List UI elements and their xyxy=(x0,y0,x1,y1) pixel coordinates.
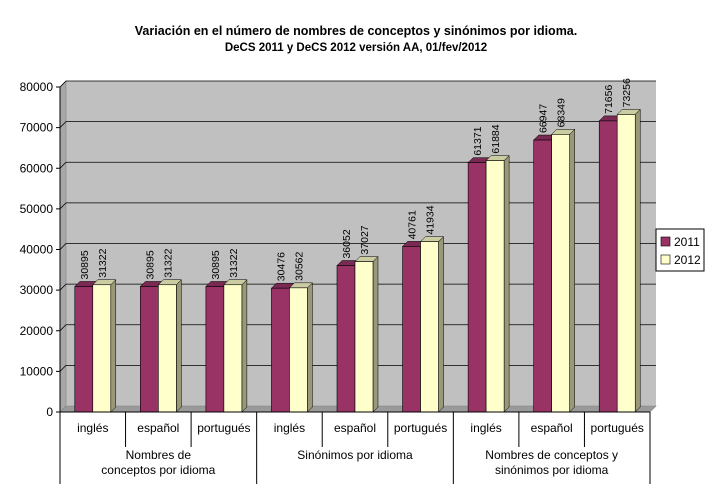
data-label: 40761 xyxy=(407,210,419,239)
bar-side xyxy=(307,282,313,413)
chart-subtitle: DeCS 2011 y DeCS 2012 versión AA, 01/fev… xyxy=(225,42,487,54)
bar-2011 xyxy=(74,286,94,413)
legend-swatch-2011 xyxy=(660,236,671,247)
bar-side xyxy=(569,128,575,413)
y-gridline xyxy=(59,364,656,372)
bar-2012 xyxy=(551,134,570,413)
x-tick-label: español xyxy=(334,421,376,435)
data-label: 66947 xyxy=(538,104,550,133)
data-label: 30476 xyxy=(275,252,287,281)
data-label: 68349 xyxy=(556,98,568,127)
group-label: Sinónimos por idioma xyxy=(297,448,413,462)
x-tick-label: español xyxy=(137,421,179,435)
bar-2012 xyxy=(354,261,374,413)
bar-2012 xyxy=(485,160,505,413)
legend-label: 2011 xyxy=(674,235,700,249)
group-label: Nombres de xyxy=(126,448,192,462)
data-label: 71656 xyxy=(603,85,615,114)
x-tick-label: portugués xyxy=(591,421,644,435)
bar-2011 xyxy=(402,246,421,413)
bar-side xyxy=(438,236,444,413)
bar-2011 xyxy=(271,287,290,413)
data-label: 30895 xyxy=(144,250,156,279)
data-label: 30895 xyxy=(79,250,91,279)
bar-2012 xyxy=(92,284,112,413)
y-tick-label: 70000 xyxy=(20,121,54,135)
data-label: 41934 xyxy=(425,205,437,234)
bar-2011 xyxy=(336,265,356,413)
legend-swatch-2012 xyxy=(660,254,671,265)
x-tick-label: inglés xyxy=(274,421,305,435)
data-label: 36052 xyxy=(341,229,353,258)
bar-2012 xyxy=(616,114,636,413)
data-label: 31322 xyxy=(162,248,174,277)
x-tick-label: inglés xyxy=(77,421,108,435)
group-label: conceptos por idioma xyxy=(101,463,215,477)
bar-2011 xyxy=(140,286,159,413)
data-label: 37027 xyxy=(359,225,371,254)
bar-2012 xyxy=(420,241,439,413)
y-gridline xyxy=(59,243,656,250)
bar-side xyxy=(503,154,510,413)
bar-2012 xyxy=(289,287,308,413)
bar-2011 xyxy=(467,162,487,413)
bar-side xyxy=(176,279,182,413)
group-label: Nombres de conceptos y xyxy=(485,448,618,462)
y-gridline xyxy=(59,121,656,128)
y-gridline xyxy=(59,283,656,291)
y-gridline xyxy=(59,80,656,88)
bar-side xyxy=(241,279,248,413)
y-gridline xyxy=(59,161,656,169)
data-label: 61884 xyxy=(490,124,502,153)
bar-2011 xyxy=(205,286,225,413)
x-tick-label: español xyxy=(531,421,573,435)
bar-2012 xyxy=(223,284,243,413)
y-gridline xyxy=(59,324,656,332)
bar-2012 xyxy=(158,284,177,413)
y-tick-label: 50000 xyxy=(20,202,54,216)
bar-2011 xyxy=(533,139,552,413)
data-label: 30562 xyxy=(293,251,305,280)
legend-label: 2012 xyxy=(674,253,701,267)
chart-title: Variación en el número de nombres de con… xyxy=(135,24,577,38)
data-label: 31322 xyxy=(97,248,109,277)
data-label: 61371 xyxy=(472,126,484,155)
bar-side xyxy=(110,279,117,413)
y-tick-label: 20000 xyxy=(20,324,54,338)
x-tick-label: portugués xyxy=(394,421,447,435)
data-label: 31322 xyxy=(228,248,240,277)
x-tick-label: inglés xyxy=(470,421,501,435)
bar-2011 xyxy=(598,120,618,413)
y-tick-label: 30000 xyxy=(20,283,54,297)
data-label: 30895 xyxy=(210,250,222,279)
y-tick-label: 40000 xyxy=(20,243,54,257)
y-gridline xyxy=(59,202,656,210)
y-tick-label: 80000 xyxy=(20,80,54,94)
x-tick-label: portugués xyxy=(197,421,250,435)
y-tick-label: 0 xyxy=(46,405,53,419)
y-tick-label: 10000 xyxy=(20,364,54,378)
bar-side xyxy=(372,255,379,413)
y-tick-label: 60000 xyxy=(20,161,54,175)
data-label: 73256 xyxy=(621,78,633,107)
bar-side xyxy=(634,108,641,413)
group-label: sinónimos por idioma xyxy=(495,463,609,477)
